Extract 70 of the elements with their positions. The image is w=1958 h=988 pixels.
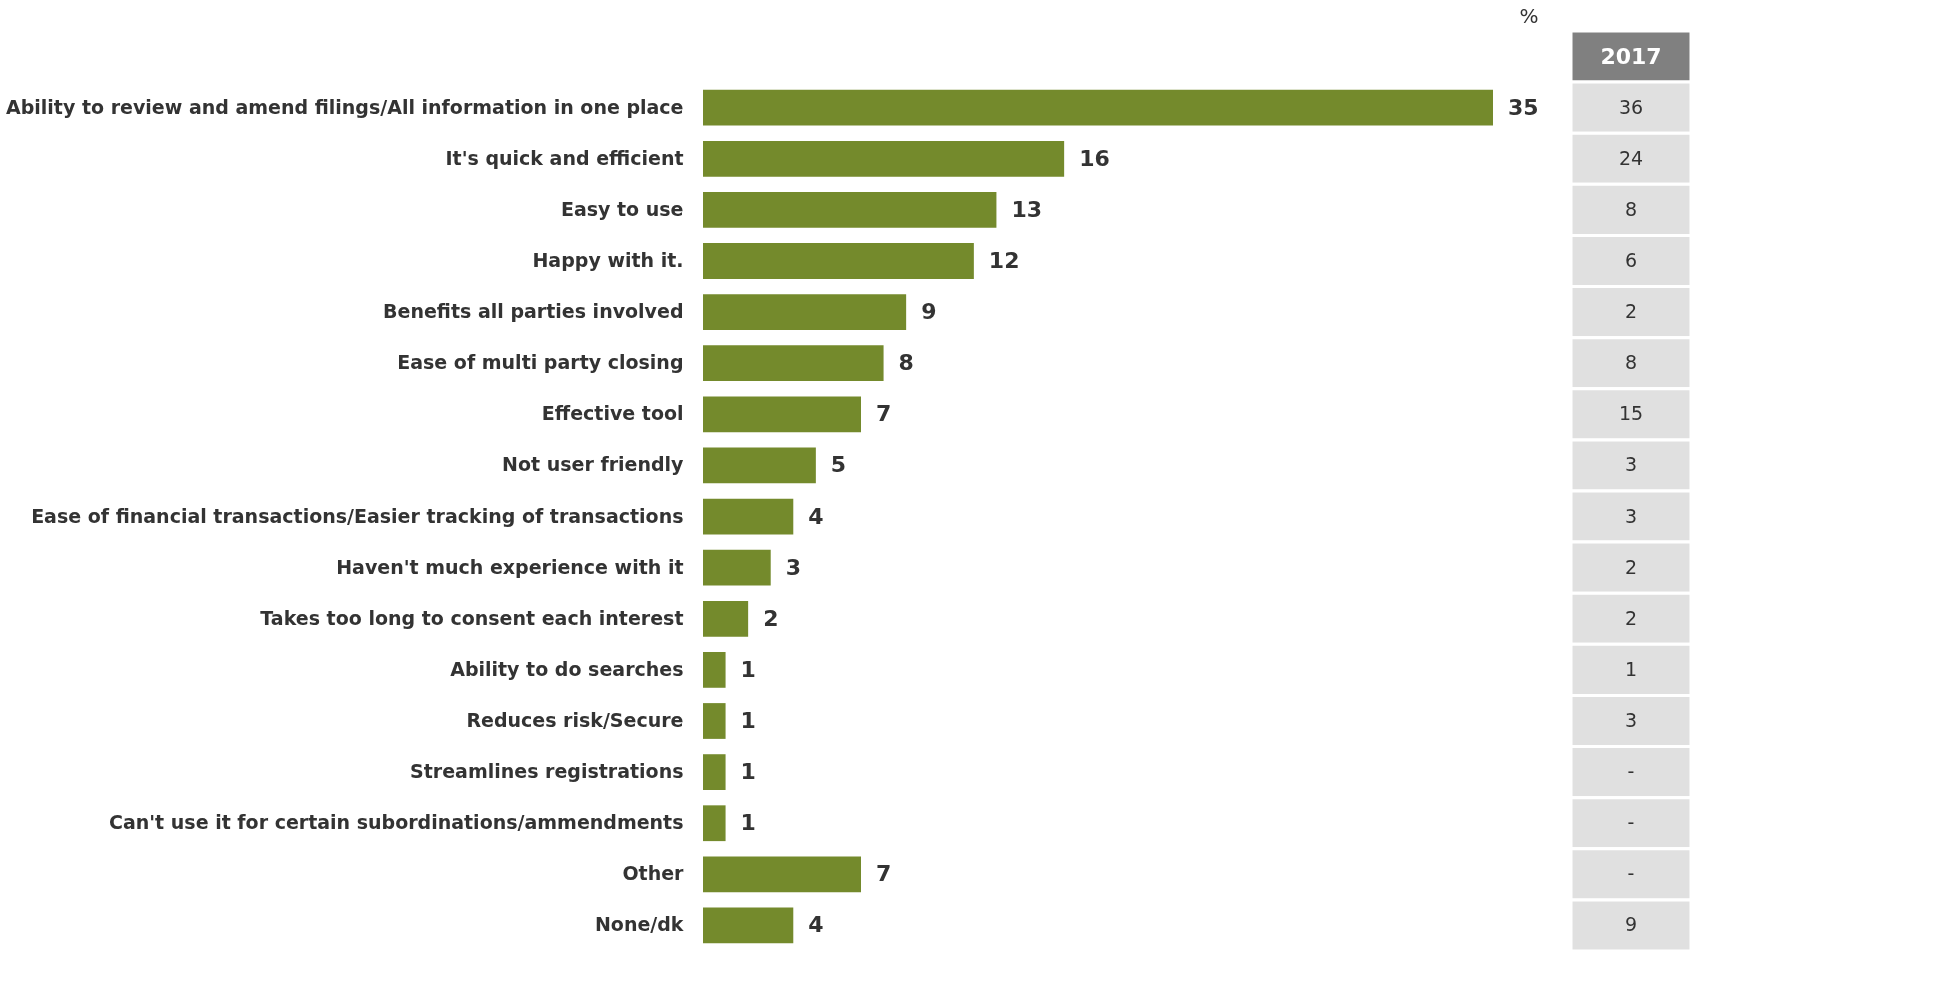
data-label: 8 — [898, 350, 914, 376]
y-tick-label: Not user friendly — [502, 453, 685, 476]
bar — [703, 703, 726, 739]
text: 9 — [1624, 913, 1638, 936]
text: 1 — [1624, 657, 1638, 680]
data-label: 1 — [740, 708, 756, 733]
y-tick-label: Ease of multi party closing — [397, 351, 684, 374]
y-tick-label: Haven't much experience with it — [336, 555, 684, 578]
data-label: 12 — [988, 248, 1020, 273]
data-label: 1 — [740, 759, 756, 785]
data-label: 7 — [876, 401, 892, 427]
text: 24 — [1618, 146, 1644, 169]
text: 8 — [1624, 351, 1638, 374]
bar — [703, 549, 771, 586]
y-tick-label: Happy with it. — [532, 249, 684, 271]
bar — [703, 89, 1493, 126]
data-label: 2 — [763, 605, 779, 631]
y-tick-label: Effective tool — [541, 402, 684, 425]
data-label: 4 — [808, 912, 824, 938]
text: - — [1627, 760, 1635, 783]
data-label: 13 — [1011, 196, 1043, 222]
bar — [703, 396, 861, 433]
data-label: 4 — [808, 503, 824, 529]
bar — [703, 856, 861, 893]
text: 3 — [1624, 709, 1638, 731]
y-tick-label: Can't use it for certain subordinations/ammendments — [108, 811, 684, 834]
data-label: 5 — [830, 452, 847, 478]
y-tick-label: Ability to review and amend filings/All information in one place — [6, 95, 684, 118]
text: 2 — [1624, 555, 1638, 578]
bar — [703, 447, 816, 484]
y-tick-label: Other — [622, 862, 685, 885]
data-label: 9 — [921, 299, 937, 325]
data-label: 3 — [785, 554, 802, 580]
data-label: 35 — [1508, 94, 1539, 120]
text: - — [1627, 862, 1635, 885]
bar — [703, 243, 974, 279]
data-label: 1 — [740, 810, 756, 836]
bar — [703, 345, 884, 382]
y-tick-label: None/dk — [594, 913, 684, 936]
text: 8 — [1624, 197, 1638, 220]
text: 15 — [1618, 402, 1644, 425]
y-tick-label: Ability to do searches — [450, 657, 684, 680]
bar — [703, 294, 907, 330]
data-label: 16 — [1079, 145, 1110, 171]
bar — [703, 754, 726, 790]
bar — [703, 652, 726, 688]
bar — [703, 498, 794, 535]
text: 6 — [1624, 249, 1638, 271]
text: 2 — [1624, 300, 1638, 323]
y-tick-label: Reduces risk/Secure — [466, 709, 684, 731]
y-tick-label: Benefits all parties involved — [383, 300, 684, 323]
text: 3 — [1624, 453, 1638, 476]
bar — [703, 805, 726, 842]
data-label: 1 — [740, 656, 756, 682]
text: 2017 — [1600, 43, 1662, 69]
text: % — [1519, 4, 1539, 28]
text: - — [1627, 811, 1635, 834]
bar — [703, 600, 749, 637]
bar — [703, 140, 1065, 177]
y-tick-label: Ease of financial transactions/Easier tracking of transactions — [31, 504, 684, 527]
y-tick-label: Streamlines registrations — [410, 760, 684, 783]
text: 2 — [1624, 606, 1638, 629]
y-tick-label: It's quick and efficient — [445, 146, 684, 169]
y-tick-label: Takes too long to consent each interest — [260, 606, 684, 629]
data-label: 7 — [876, 861, 892, 887]
text: 3 — [1624, 504, 1638, 527]
y-tick-label: Easy to use — [560, 197, 684, 220]
bar — [703, 192, 997, 228]
text: 36 — [1618, 95, 1644, 118]
bar — [703, 907, 794, 944]
